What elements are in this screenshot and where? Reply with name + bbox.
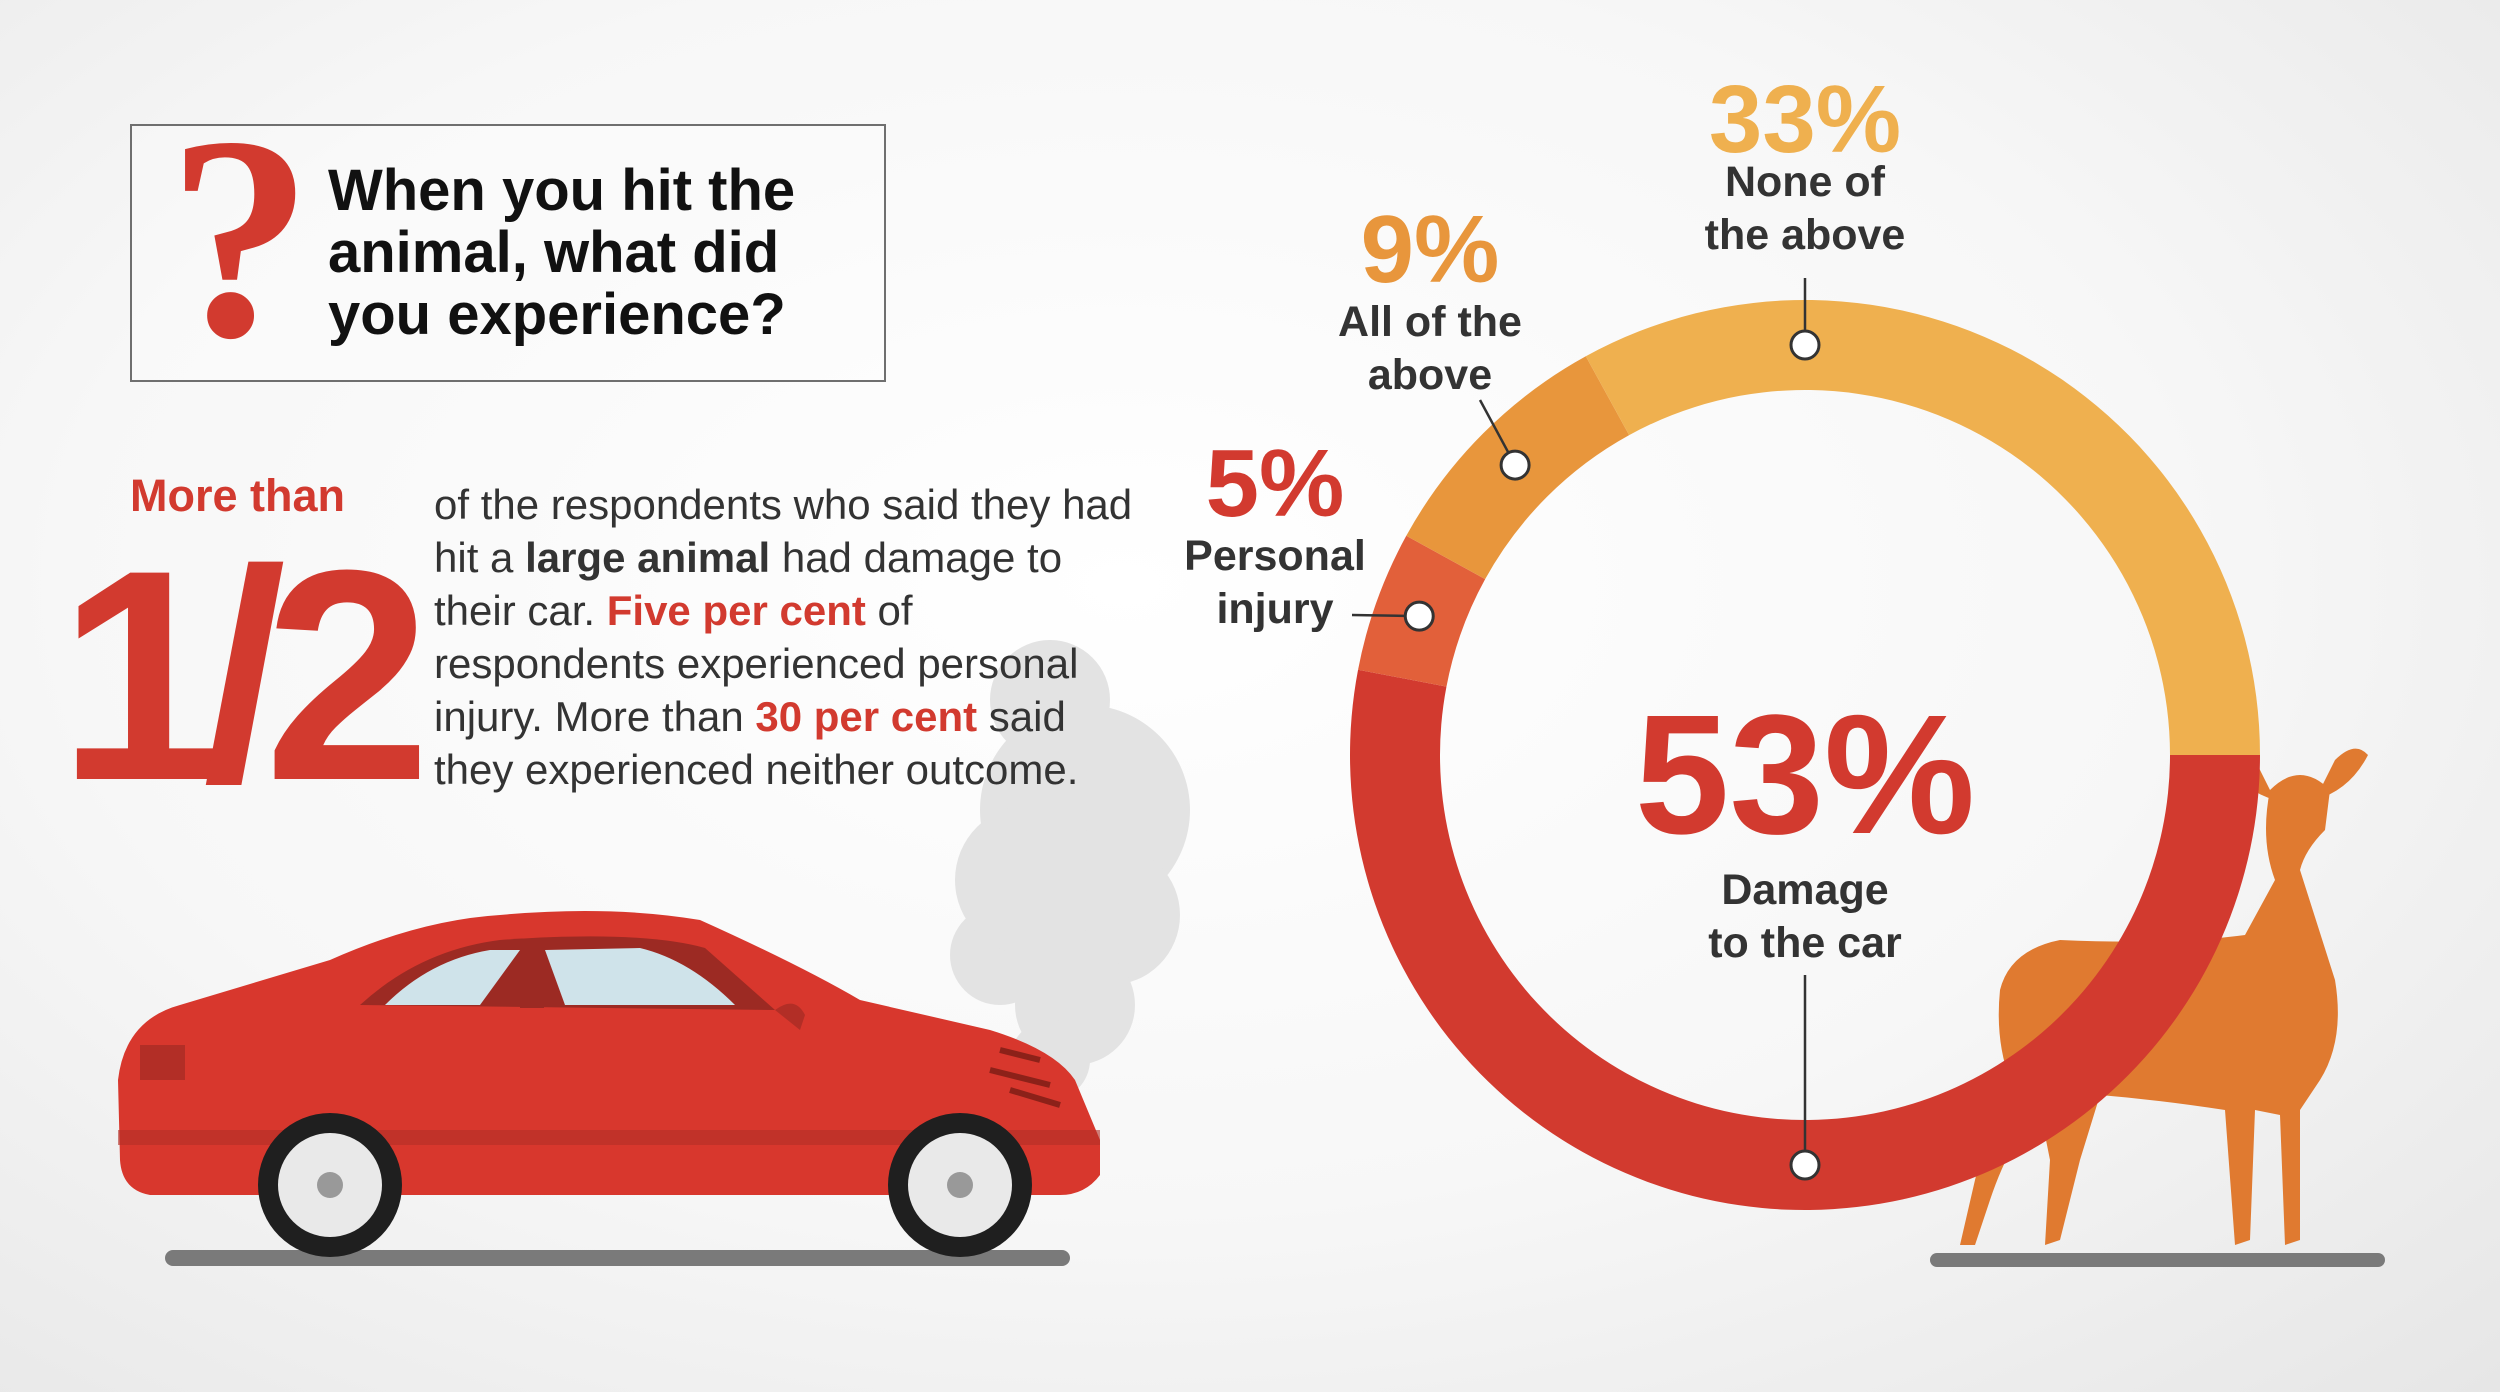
pct-label-all-of-the-above: 9% (1360, 196, 1500, 303)
desc-part-4: said they experienced neither outcome. (434, 693, 1079, 793)
headline-fraction: 1/2 (58, 507, 431, 843)
marker-damage (1789, 1149, 1821, 1181)
category-label-none-of-the-above: None of the above (1655, 156, 1955, 262)
deer-shadow (1930, 1253, 2385, 1267)
question-line-2: animal, what did (328, 220, 780, 285)
desc-highlight-thirty-per-cent: 30 per cent (755, 693, 978, 740)
car-shadow (165, 1250, 1070, 1266)
pct-label-damage: 53% (1634, 680, 1976, 870)
desc-part-2: had damage to their car. (434, 534, 1063, 634)
slice-damage (1350, 669, 2260, 1210)
category-label-none-line-1: None of (1724, 158, 1886, 206)
question-mark-icon: ? (167, 77, 313, 398)
desc-bold-large-animal: large animal (525, 534, 771, 581)
category-label-personal-injury: Personal injury (1135, 530, 1415, 636)
damaged-car-icon (118, 911, 1100, 1257)
pct-label-none-of-the-above: 33% (1708, 66, 1902, 173)
marker-personal-injury (1403, 600, 1435, 632)
category-label-personal-injury-line-2: injury (1216, 585, 1334, 633)
desc-part-1: of the respondents who said they had hit… (434, 481, 1133, 581)
smoke-icon (950, 640, 1190, 1100)
marker-none-of-the-above (1789, 329, 1821, 361)
desc-part-3: of respondents experienced personal inju… (434, 587, 1079, 740)
question-line-3: you experience? (328, 282, 786, 347)
question-box (130, 124, 886, 382)
category-label-all-line-2: above (1367, 351, 1493, 399)
more-than-label: More than (130, 470, 346, 521)
category-label-all-line-1: All of the (1338, 298, 1522, 346)
desc-highlight-five-per-cent: Five per cent (606, 587, 866, 634)
question-text: When you hit the animal, what did you ex… (328, 160, 888, 346)
category-label-damage-line-1: Damage (1721, 866, 1889, 914)
question-line-1: When you hit the (328, 158, 796, 223)
slice-none-of-the-above (1585, 300, 2260, 755)
category-label-all-of-the-above: All of the above (1290, 296, 1570, 402)
category-label-personal-injury-line-1: Personal (1184, 532, 1366, 580)
category-label-damage-line-2: to the car (1708, 919, 1902, 967)
category-label-damage: Damage to the car (1605, 864, 2005, 970)
pct-label-personal-injury: 5% (1205, 430, 1345, 537)
category-label-none-line-2: the above (1704, 211, 1906, 259)
marker-all-of-the-above (1499, 449, 1531, 481)
description-paragraph: of the respondents who said they had hit… (434, 478, 1154, 796)
